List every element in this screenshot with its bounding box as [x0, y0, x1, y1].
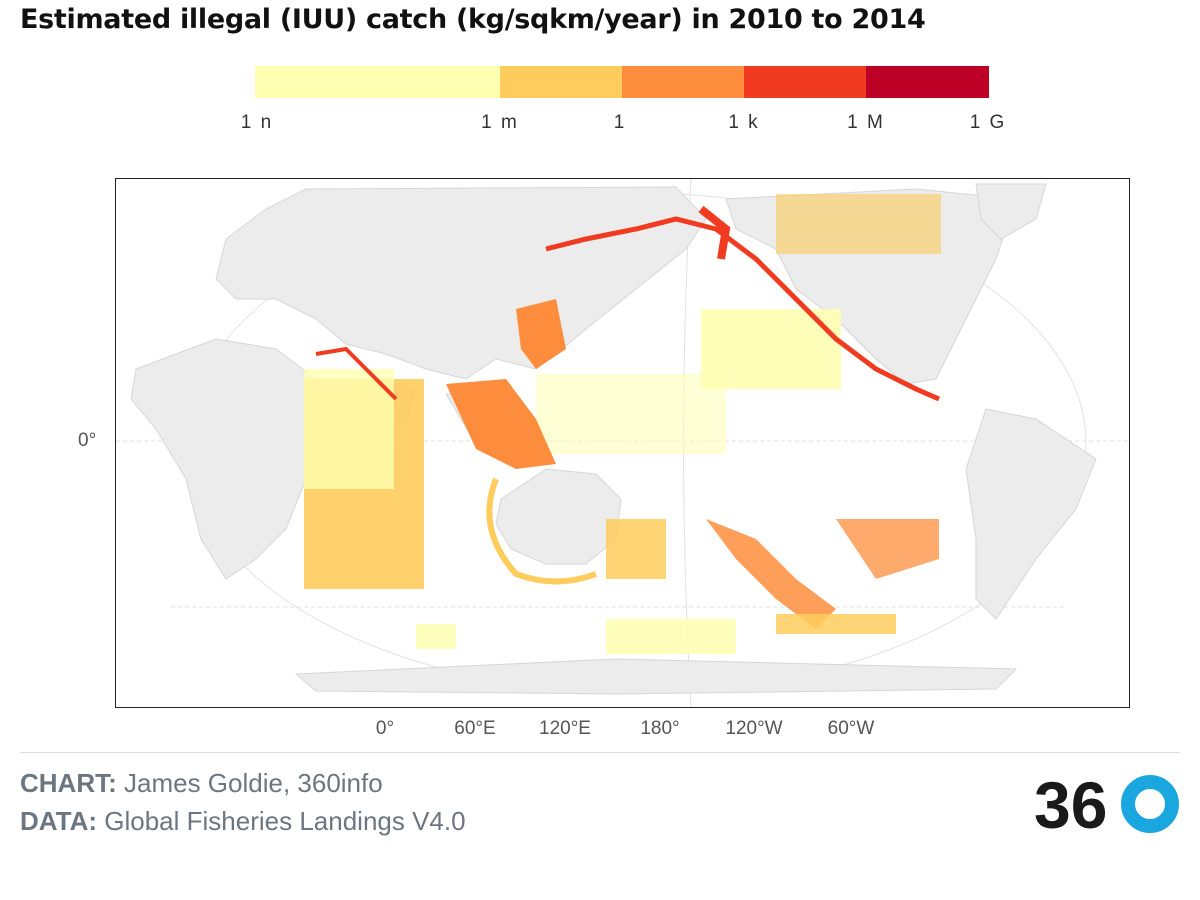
chart-credit-key: CHART: [20, 768, 117, 798]
legend-tick-1n: 1 n [240, 112, 274, 133]
legend-tick-1: 1 [613, 112, 627, 133]
x-axis-label-120e: 120°E [539, 718, 591, 739]
x-axis-label-60e: 60°E [454, 718, 496, 739]
legend-swatch-1m-1 [500, 66, 622, 98]
legend-tick-1M: 1 M [847, 112, 885, 133]
legend-swatch-1-1k [622, 66, 744, 98]
north-pacific-coast-catch [545, 216, 940, 402]
360-logo-icon: 36 [1034, 768, 1179, 842]
data-credit-value: Global Fisheries Landings V4.0 [104, 806, 466, 836]
catch-data [304, 194, 941, 654]
map-panel [115, 178, 1130, 708]
se-asia-catch [446, 379, 556, 469]
world-map [116, 179, 1129, 707]
legend-tick-1G: 1 G [969, 112, 1007, 133]
legend-swatch-1M-1G [866, 66, 989, 98]
data-credit: DATA: Global Fisheries Landings V4.0 [20, 806, 466, 837]
legend-swatch-1k-1M [744, 66, 866, 98]
x-axis-label-60w: 60°W [827, 718, 875, 739]
color-legend [255, 66, 989, 98]
logo-text: 36 [1034, 768, 1107, 838]
footer-divider [20, 752, 1180, 753]
360info-logo: 36 [1032, 768, 1182, 842]
chart-credit: CHART: James Goldie, 360info [20, 768, 383, 799]
logo-ring [1121, 775, 1179, 833]
legend-tick-1m: 1 m [481, 112, 519, 133]
x-axis-label-120w: 120°W [725, 718, 783, 739]
chart-title: Estimated illegal (IUU) catch (kg/sqkm/y… [20, 4, 926, 35]
data-credit-key: DATA: [20, 806, 98, 836]
legend-swatch-1n-1m [255, 66, 500, 98]
y-axis-label-equator: 0° [78, 430, 97, 451]
x-axis-label-180: 180° [640, 718, 680, 739]
legend-tick-1k: 1 k [728, 112, 760, 133]
chart-credit-value: James Goldie, 360info [124, 768, 383, 798]
x-axis-label-0: 0° [375, 718, 395, 739]
